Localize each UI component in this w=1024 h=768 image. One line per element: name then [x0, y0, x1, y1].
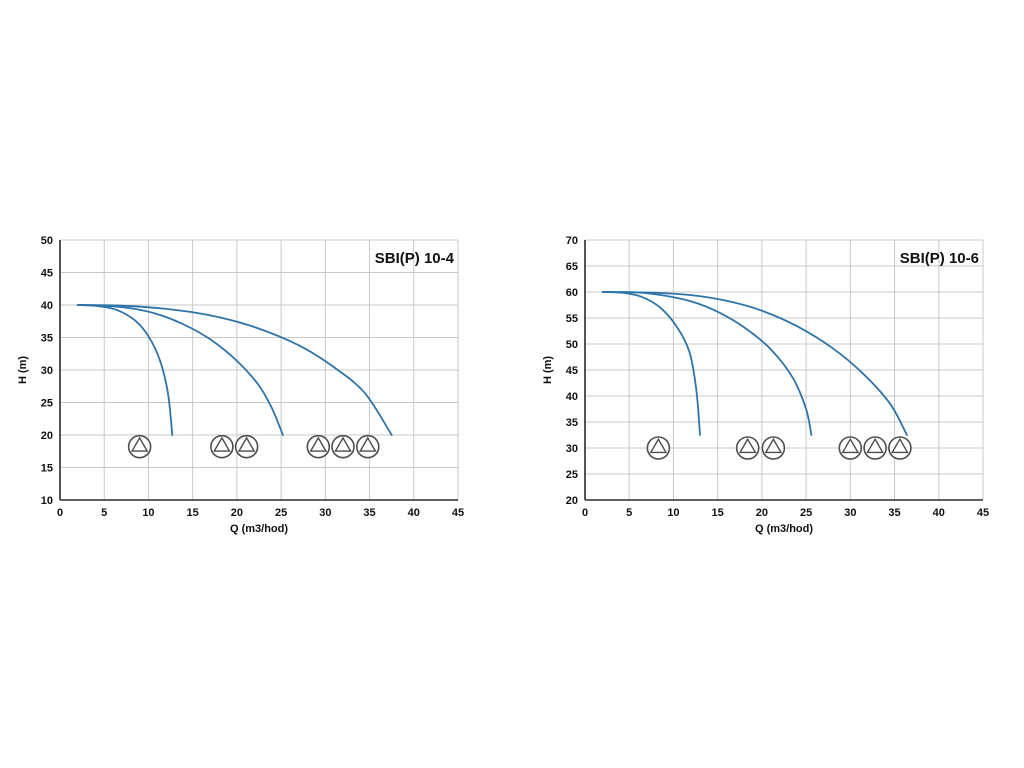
y-tick-label: 45 [566, 365, 578, 377]
y-tick-label: 40 [41, 300, 53, 312]
x-tick-label: 35 [888, 507, 900, 519]
y-tick-label: 60 [566, 287, 578, 299]
pump-curve-3-pumps [76, 304, 393, 436]
x-axis-title: Q (m3/hod) [230, 523, 288, 535]
x-tick-label: 10 [142, 507, 154, 519]
x-tick-label: 35 [363, 507, 375, 519]
pump-icon-triangle [738, 437, 757, 454]
y-tick-label: 30 [41, 365, 53, 377]
pump-icon-triangle [237, 436, 256, 452]
chart-title: SBI(P) 10-6 [899, 250, 979, 267]
pump-icon-triangle [841, 437, 860, 454]
pump-icon [127, 434, 152, 459]
pump-icon-circle [331, 434, 355, 459]
pump-icon [355, 434, 380, 459]
x-tick-label: 5 [626, 507, 632, 519]
x-tick-label: 30 [319, 507, 331, 519]
pump-icon-triangle [764, 437, 783, 454]
pump-icon-triangle [130, 436, 149, 452]
y-tick-label: 45 [41, 268, 53, 280]
x-tick-label: 45 [977, 507, 989, 519]
y-tick-label: 15 [41, 463, 53, 475]
y-tick-label: 10 [41, 495, 53, 507]
pump-curve-2-pumps [601, 291, 813, 436]
y-axis-title: H (m) [17, 356, 29, 384]
y-axis-title: H (m) [542, 356, 554, 384]
x-tick-label: 45 [452, 507, 464, 519]
x-tick-label: 40 [933, 507, 945, 519]
y-tick-label: 40 [566, 391, 578, 403]
y-tick-label: 50 [566, 339, 578, 351]
y-tick-label: 65 [566, 261, 578, 273]
pump-icon-circle [127, 434, 152, 459]
pump-icon-triangle [649, 437, 668, 454]
pump-icon-triangle [866, 437, 884, 454]
pump-icon [234, 434, 259, 459]
pump-curve-2-pumps [76, 304, 284, 436]
pump-icon-triangle [334, 436, 352, 452]
y-tick-label: 30 [566, 443, 578, 455]
pump-icon [888, 436, 912, 460]
y-tick-label: 25 [41, 398, 53, 410]
pump-icon-circle [234, 434, 259, 459]
pump-icon [306, 434, 331, 459]
x-tick-label: 20 [231, 507, 243, 519]
pump-icon [863, 436, 887, 460]
pump-icon-triangle [890, 437, 909, 454]
pump-icon [761, 436, 786, 460]
pump-curve-chart: 0 5 10 15 20 25 30 35 40 45 10 15 20 25 30 35 40 45 50 Q (m… [17, 235, 464, 535]
chart-panel-sbip-10-6: SBI(P) 10-6 0 5 10 15 20 25 30 35 40 45 20 25 30 35 40… [537, 228, 992, 538]
pump-icon-circle [838, 436, 863, 460]
y-tick-label: 35 [566, 417, 578, 429]
pump-icon-circle [646, 436, 671, 460]
pump-icon [646, 436, 671, 460]
x-axis-title: Q (m3/hod) [755, 523, 813, 535]
x-tick-label: 15 [187, 507, 199, 519]
pump-icon [331, 434, 355, 459]
pump-icon-triangle [358, 436, 377, 452]
x-tick-label: 5 [101, 507, 107, 519]
x-tick-label: 20 [756, 507, 768, 519]
y-tick-label: 20 [41, 430, 53, 442]
pump-curve-3-pumps [601, 291, 908, 436]
pump-icon-circle [355, 434, 380, 459]
pump-curve-1-pump [601, 291, 701, 436]
y-tick-label: 50 [41, 235, 53, 247]
x-tick-label: 25 [800, 507, 812, 519]
pump-icon-circle [306, 434, 331, 459]
pump-icon [735, 436, 760, 460]
x-tick-label: 10 [667, 507, 679, 519]
x-tick-label: 25 [275, 507, 287, 519]
y-tick-label: 25 [566, 469, 578, 481]
x-tick-label: 0 [582, 507, 588, 519]
pump-icon [838, 436, 863, 460]
chart-title: SBI(P) 10-4 [374, 250, 454, 267]
y-tick-label: 70 [566, 235, 578, 247]
pump-icon-triangle [309, 436, 328, 452]
y-tick-label: 20 [566, 495, 578, 507]
x-tick-label: 0 [57, 507, 63, 519]
pump-icon [210, 434, 234, 459]
chart-panel-sbip-10-4: SBI(P) 10-4 0 5 10 15 20 25 30 35 40 45 10 15 20 25 30… [12, 228, 467, 538]
x-tick-label: 40 [408, 507, 420, 519]
x-tick-label: 15 [712, 507, 724, 519]
pump-curve-chart: 0 5 10 15 20 25 30 35 40 45 20 25 30 35 40 45 50 55 60 65 70… [542, 235, 989, 535]
pump-icon-triangle [212, 436, 231, 452]
pump-icon-circle [210, 434, 234, 459]
pump-icon-circle [888, 436, 912, 460]
pump-icon-circle [735, 436, 760, 460]
pump-curve-1-pump [76, 304, 174, 436]
pump-icon-circle [761, 436, 786, 460]
y-tick-label: 35 [41, 333, 53, 345]
x-tick-label: 30 [844, 507, 856, 519]
y-tick-label: 55 [566, 313, 578, 325]
pump-icon-circle [863, 436, 887, 460]
